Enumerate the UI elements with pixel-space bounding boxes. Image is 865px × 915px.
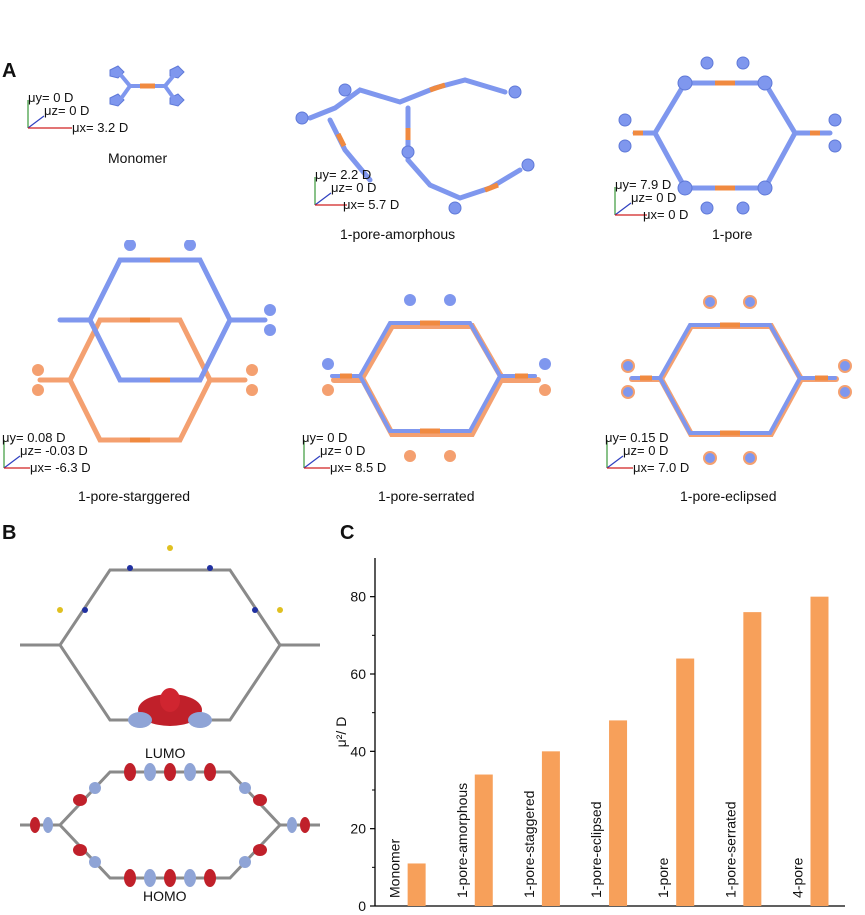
dipole-amorphous: μy= 2.2 D μz= 0 D μx= 5.7 D: [311, 167, 421, 212]
mu-y: μy= 2.2 D: [315, 167, 372, 182]
chart-labels: 0 20 40 60 80 μ²/ D Monomer 1-pore-amorphous 1-p…: [333, 589, 805, 914]
dipole-staggered: μy= 0.08 D μz= -0.03 D μx= -6.3 D: [0, 430, 130, 475]
category-label: 1-pore: [655, 857, 671, 898]
mu-z: μz= 0 D: [631, 190, 677, 205]
category-label: 1-pore-eclipsed: [588, 802, 604, 899]
serrated-label: 1-pore-serrated: [378, 488, 475, 504]
eclipsed-structure: [621, 295, 852, 465]
mu-z: μz= 0 D: [320, 443, 366, 458]
category-label: 4-pore: [789, 857, 805, 898]
category-label: 1-pore-staggered: [521, 791, 537, 898]
mu-z: μz= 0 D: [623, 443, 669, 458]
mu-y: μy= 0.08 D: [2, 430, 66, 445]
axis-glyph: [3, 440, 30, 469]
axis-glyph: [27, 100, 72, 129]
bar-3: [609, 720, 628, 906]
dipole-eclipsed: μy= 0.15 D μz= 0 D μx= 7.0 D: [603, 430, 713, 475]
amorphous-label: 1-pore-amorphous: [340, 226, 456, 242]
axis-glyph: [614, 187, 647, 216]
dipole-pore: μy= 7.9 D μz= 0 D μx= 0 D: [611, 177, 721, 222]
category-label: 1-pore-amorphous: [454, 783, 470, 898]
chart-bars: [407, 596, 829, 906]
lumo-molecule: [20, 545, 320, 728]
eclipsed-label: 1-pore-eclipsed: [680, 488, 777, 504]
panel-letter-c: C: [340, 522, 355, 544]
mu-y: μy= 0 D: [302, 430, 348, 445]
monomer-structure: [109, 65, 185, 107]
mu-z: μz= -0.03 D: [20, 443, 88, 458]
homo-molecule: [20, 763, 320, 887]
dipole-serrated: μy= 0 D μz= 0 D μx= 8.5 D: [300, 430, 410, 475]
y-tick-label: 20: [350, 821, 366, 837]
mu-z: μz= 0 D: [331, 180, 377, 195]
homo-lobes: [30, 763, 310, 887]
bar-6: [810, 596, 829, 906]
category-label: 1-pore-serrated: [722, 802, 738, 899]
mu-x: μx= 8.5 D: [330, 460, 387, 475]
mu-x: μx= 5.7 D: [343, 197, 400, 212]
dipole-monomer: μy= 0 D μz= 0 D μx= 3.2 D: [24, 90, 134, 135]
mu-y: μy= 0 D: [28, 90, 74, 105]
mu-y: μy= 0.15 D: [605, 430, 669, 445]
mu-x: μx= -6.3 D: [30, 460, 91, 475]
pore-label: 1-pore: [712, 226, 753, 242]
axis-glyph: [303, 440, 330, 469]
y-axis-label: μ²/ D: [333, 717, 349, 748]
pore-structure: [618, 56, 842, 215]
mu-x: μx= 3.2 D: [72, 120, 129, 135]
lumo-label: LUMO: [145, 745, 186, 761]
category-label: Monomer: [387, 839, 403, 898]
chart-axes: [370, 558, 845, 907]
y-tick-label: 0: [358, 898, 366, 914]
bar-chart: 0 20 40 60 80 μ²/ D Monomer 1-pore-amorphous 1-p…: [333, 558, 845, 914]
y-tick-label: 40: [350, 743, 366, 759]
bar-0: [407, 863, 426, 906]
bar-2: [541, 751, 560, 906]
staggered-structure: [32, 240, 276, 443]
y-tick-label: 80: [350, 589, 366, 605]
panel-letter-a: A: [2, 60, 17, 82]
monomer-label: Monomer: [108, 150, 168, 166]
bar-4: [676, 658, 695, 906]
mu-y: μy= 7.9 D: [615, 177, 672, 192]
axis-glyph: [314, 177, 347, 206]
bar-5: [743, 612, 762, 906]
bar-1: [474, 774, 493, 906]
mu-z: μz= 0 D: [44, 103, 90, 118]
amorphous-structure: [295, 77, 535, 215]
panel-letter-b: B: [2, 522, 17, 544]
y-tick-label: 60: [350, 666, 366, 682]
mu-x: μx= 7.0 D: [633, 460, 690, 475]
axis-glyph: [606, 440, 633, 469]
serrated-structure: [322, 294, 551, 462]
homo-label: HOMO: [143, 888, 187, 904]
mu-x: μx= 0 D: [643, 207, 689, 222]
lumo-lobes: [128, 688, 212, 728]
staggered-label: 1-pore-starggered: [78, 488, 191, 504]
